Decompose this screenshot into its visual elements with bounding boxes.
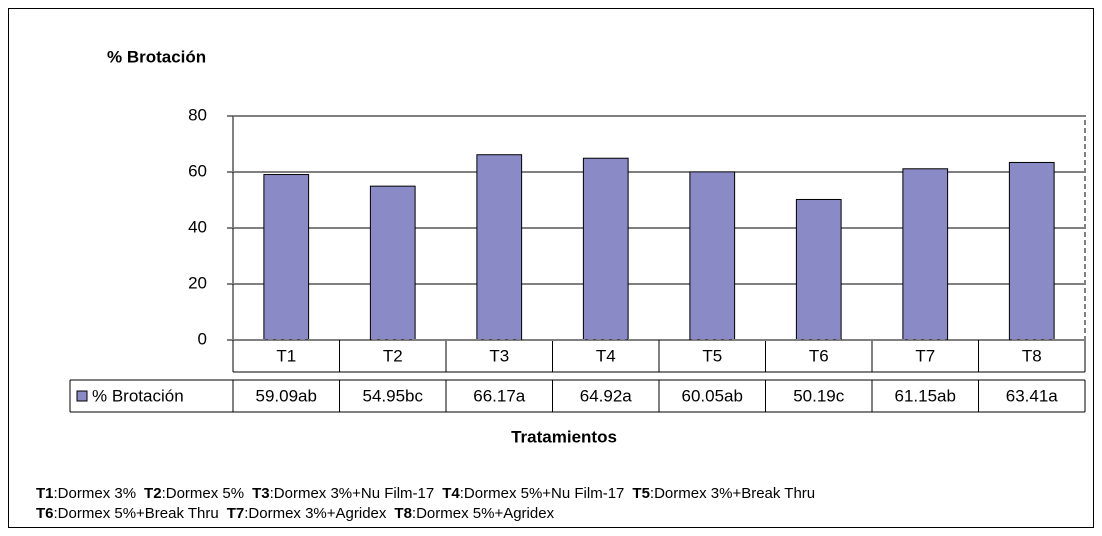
y-tick-label: 20 [188, 273, 207, 292]
bar [369, 185, 416, 341]
x-axis-title: Tratamientos [511, 427, 617, 446]
plot-area-border [232, 115, 1086, 341]
x-tick-label: T3 [489, 346, 509, 365]
table-value: 64.92a [580, 386, 633, 405]
footnote: T6:Dormex 5%+Break Thru T7:Dormex 3%+Agri… [36, 505, 555, 522]
y-tick-label: 40 [188, 217, 207, 236]
table-value: 50.19c [793, 386, 845, 405]
chart-title: % Brotación [107, 47, 206, 66]
x-tick-label: T8 [1022, 346, 1042, 365]
footnote-text: :Dormex 3%+Break Thru [650, 485, 815, 502]
table-value: 59.09ab [256, 386, 317, 405]
table-value: 54.95bc [363, 386, 424, 405]
footnote: T1:Dormex 3% T2:Dormex 5% T3:Dormex 3%+Nu … [36, 485, 815, 502]
footnote-text: :Dormex 3%+Nu Film-17 [270, 485, 435, 502]
bar [1008, 161, 1055, 341]
footnote-key: T5 [632, 485, 650, 502]
footnote-key: T3 [252, 485, 270, 502]
footnote-text: :Dormex 5%+Agridex [412, 505, 555, 522]
footnote-text: :Dormex 5%+Break Thru [54, 505, 219, 522]
bar [689, 171, 736, 341]
footnote-key: T7 [227, 505, 245, 522]
x-tick-label: T2 [383, 346, 403, 365]
bar [795, 198, 842, 341]
y-tick-label: 60 [188, 161, 207, 180]
bar [582, 157, 629, 341]
footnote-key: T2 [144, 485, 162, 502]
y-tick-label: 80 [188, 105, 207, 124]
y-tick-label: 0 [198, 329, 207, 348]
x-tick-label: T1 [276, 346, 296, 365]
x-tick-label: T6 [809, 346, 829, 365]
footnote-text: :Dormex 3%+Agridex [244, 505, 387, 522]
x-tick-label: T7 [915, 346, 935, 365]
legend-label: % Brotación [92, 386, 184, 405]
footnote-key: T6 [36, 505, 54, 522]
footnote-text: :Dormex 5%+Nu Film-17 [460, 485, 625, 502]
bar [902, 168, 949, 341]
table-value: 61.15ab [895, 386, 956, 405]
x-tick-label: T4 [596, 346, 616, 365]
footnote-key: T1 [36, 485, 54, 502]
x-tick-label: T5 [702, 346, 722, 365]
footnote-key: T4 [442, 485, 460, 502]
bar [476, 154, 523, 341]
footnote-text: :Dormex 3% [54, 485, 137, 502]
footnote-key: T8 [394, 505, 412, 522]
table-value: 60.05ab [682, 386, 743, 405]
footnote-text: :Dormex 5% [162, 485, 245, 502]
legend-swatch [76, 390, 88, 402]
bar [263, 174, 310, 341]
table-value: 66.17a [473, 386, 526, 405]
table-value: 63.41a [1006, 386, 1059, 405]
